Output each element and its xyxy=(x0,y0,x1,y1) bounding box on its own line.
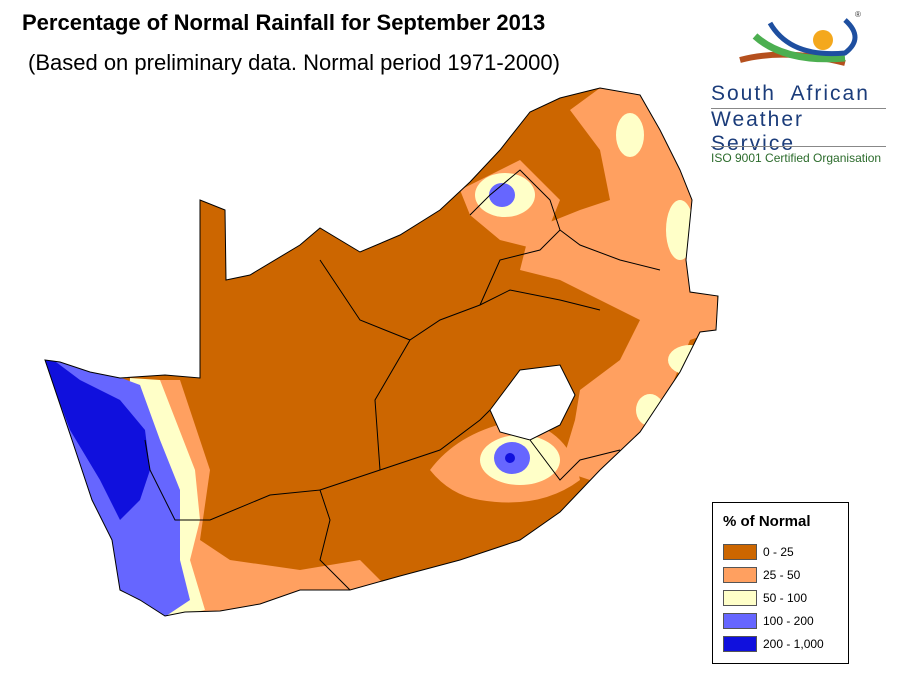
registered-mark: ® xyxy=(855,10,861,19)
region-50-100 xyxy=(666,200,694,260)
region-200-1000 xyxy=(505,453,515,463)
iso-certification: ISO 9001 Certified Organisation xyxy=(711,151,882,165)
map-subtitle: (Based on preliminary data. Normal perio… xyxy=(28,50,560,75)
map-title: Percentage of Normal Rainfall for Septem… xyxy=(22,10,546,35)
legend-item: 0 - 25 xyxy=(723,543,794,561)
legend-label: 100 - 200 xyxy=(763,614,814,628)
legend-label: 25 - 50 xyxy=(763,568,801,582)
region-50-100 xyxy=(616,113,644,157)
legend: % of Normal 0 - 25 25 - 50 50 - 100 100 … xyxy=(712,502,849,664)
legend-swatch xyxy=(723,613,757,629)
legend-item: 25 - 50 xyxy=(723,566,800,584)
logo-text-line2: Weather Service xyxy=(711,108,804,155)
region-200-1000 xyxy=(45,350,150,520)
legend-label: 200 - 1,000 xyxy=(763,637,824,651)
legend-item: 50 - 100 xyxy=(723,589,807,607)
legend-item: 200 - 1,000 xyxy=(723,635,824,653)
logo-text-line1: South African xyxy=(711,82,870,105)
logo-swoosh-icon xyxy=(739,18,858,66)
legend-swatch xyxy=(723,636,757,652)
divider xyxy=(711,108,886,109)
province-borders xyxy=(144,169,661,591)
legend-item: 100 - 200 xyxy=(723,612,814,630)
legend-swatch xyxy=(723,544,757,560)
country-outline xyxy=(44,87,719,617)
legend-title: % of Normal xyxy=(723,513,811,530)
lesotho xyxy=(489,364,576,441)
legend-swatch xyxy=(723,590,757,606)
legend-swatch xyxy=(723,567,757,583)
divider xyxy=(711,146,886,147)
legend-label: 0 - 25 xyxy=(763,545,794,559)
region-50-100 xyxy=(636,394,664,426)
legend-label: 50 - 100 xyxy=(763,591,808,605)
region-25-50 xyxy=(520,88,718,480)
saws-logo: ® South African Weather Service ISO 9001… xyxy=(705,8,890,173)
region-50-100 xyxy=(668,345,712,375)
region-100-200 xyxy=(489,183,515,207)
